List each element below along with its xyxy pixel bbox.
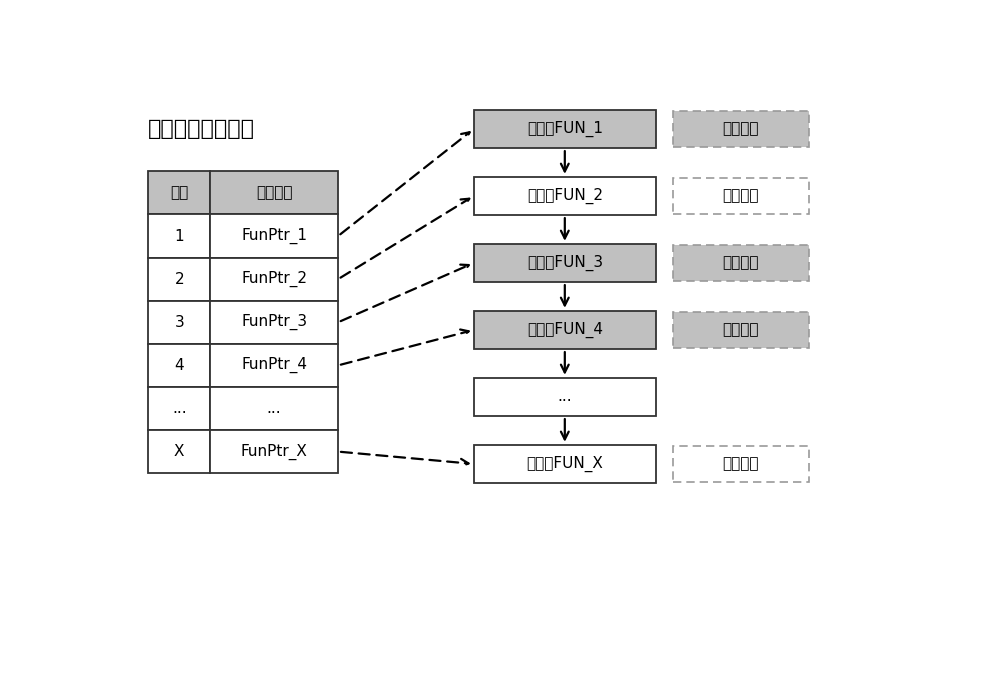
FancyBboxPatch shape bbox=[210, 344, 338, 387]
FancyBboxPatch shape bbox=[148, 301, 210, 344]
Text: FunPtr_1: FunPtr_1 bbox=[241, 228, 307, 244]
Text: ...: ... bbox=[267, 401, 282, 416]
Text: FunPtr_4: FunPtr_4 bbox=[241, 357, 307, 374]
Text: X: X bbox=[174, 444, 184, 459]
FancyBboxPatch shape bbox=[210, 171, 338, 215]
Text: 入口地址: 入口地址 bbox=[256, 185, 292, 200]
Text: 需要执行: 需要执行 bbox=[722, 188, 759, 204]
FancyBboxPatch shape bbox=[148, 344, 210, 387]
Text: 索引: 索引 bbox=[170, 185, 188, 200]
Text: 子任务FUN_X: 子任务FUN_X bbox=[526, 456, 603, 472]
FancyBboxPatch shape bbox=[474, 445, 656, 483]
Text: 子任务FUN_4: 子任务FUN_4 bbox=[527, 322, 603, 338]
Text: 子任务FUN_2: 子任务FUN_2 bbox=[527, 188, 603, 204]
FancyBboxPatch shape bbox=[148, 257, 210, 301]
FancyBboxPatch shape bbox=[474, 378, 656, 416]
Text: FunPtr_2: FunPtr_2 bbox=[241, 271, 307, 287]
FancyBboxPatch shape bbox=[148, 430, 210, 473]
FancyBboxPatch shape bbox=[148, 387, 210, 430]
Text: 3: 3 bbox=[174, 315, 184, 330]
Text: 需要执行: 需要执行 bbox=[722, 456, 759, 471]
FancyBboxPatch shape bbox=[673, 245, 809, 281]
FancyBboxPatch shape bbox=[210, 387, 338, 430]
FancyBboxPatch shape bbox=[474, 110, 656, 148]
Text: 子任务FUN_1: 子任务FUN_1 bbox=[527, 121, 603, 137]
FancyBboxPatch shape bbox=[210, 215, 338, 257]
FancyBboxPatch shape bbox=[673, 312, 809, 348]
Text: FunPtr_3: FunPtr_3 bbox=[241, 314, 307, 330]
Text: FunPtr_X: FunPtr_X bbox=[241, 443, 308, 460]
Text: 4: 4 bbox=[174, 358, 184, 373]
FancyBboxPatch shape bbox=[673, 178, 809, 214]
FancyBboxPatch shape bbox=[673, 446, 809, 481]
Text: 无需执行: 无需执行 bbox=[722, 121, 759, 137]
Text: 1: 1 bbox=[174, 229, 184, 244]
FancyBboxPatch shape bbox=[474, 244, 656, 282]
FancyBboxPatch shape bbox=[148, 171, 210, 215]
Text: 子任务FUN_3: 子任务FUN_3 bbox=[527, 255, 603, 271]
Text: 任务调度索引列表: 任务调度索引列表 bbox=[148, 119, 255, 139]
FancyBboxPatch shape bbox=[673, 111, 809, 147]
FancyBboxPatch shape bbox=[474, 177, 656, 215]
Text: ...: ... bbox=[172, 401, 187, 416]
FancyBboxPatch shape bbox=[210, 301, 338, 344]
FancyBboxPatch shape bbox=[148, 215, 210, 257]
FancyBboxPatch shape bbox=[210, 430, 338, 473]
Text: 无需执行: 无需执行 bbox=[722, 255, 759, 270]
Text: ...: ... bbox=[558, 389, 572, 404]
Text: 2: 2 bbox=[174, 271, 184, 286]
FancyBboxPatch shape bbox=[210, 257, 338, 301]
FancyBboxPatch shape bbox=[474, 311, 656, 349]
Text: 无需执行: 无需执行 bbox=[722, 322, 759, 337]
